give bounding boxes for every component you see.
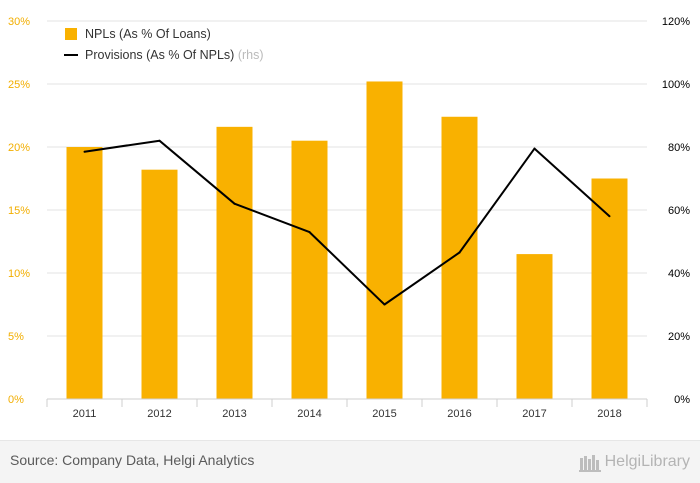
- y-right-tick-label: 120%: [662, 16, 690, 28]
- x-tick-label: 2016: [447, 408, 471, 420]
- y-right-tick-label: 0%: [674, 394, 690, 406]
- y-right-tick-label: 80%: [668, 142, 690, 154]
- bar-series: [66, 81, 628, 399]
- bar: [591, 178, 628, 399]
- legend-label-line: Provisions (As % Of NPLs) (rhs): [85, 48, 264, 62]
- footer: Source: Company Data, Helgi Analytics He…: [0, 440, 700, 483]
- line-point: [533, 147, 536, 150]
- y-right-tick-label: 100%: [662, 79, 690, 91]
- x-tick-label: 2014: [297, 408, 321, 420]
- y-left-tick-label: 0%: [8, 394, 24, 406]
- bar: [516, 254, 553, 399]
- gridlines: [47, 20, 647, 337]
- y-left-tick-label: 30%: [8, 16, 30, 28]
- line-point: [308, 231, 311, 234]
- bar: [366, 81, 403, 399]
- brand[interactable]: HelgiLibrary: [578, 450, 690, 474]
- x-tick-label: 2018: [597, 408, 621, 420]
- axes: 0% 5% 10% 15% 20% 25% 30% 0% 20% 40% 60% 80% 100% 120…: [8, 16, 690, 420]
- bar: [141, 169, 178, 399]
- y-left-tick-label: 15%: [8, 205, 30, 217]
- bar: [291, 140, 328, 399]
- line-point: [608, 215, 611, 218]
- legend-swatch-bar: [65, 28, 77, 40]
- bar: [216, 126, 253, 399]
- y-left-tick-label: 5%: [8, 331, 24, 343]
- y-left-tick-label: 10%: [8, 268, 30, 280]
- source-note: Source: Company Data, Helgi Analytics: [10, 452, 255, 468]
- y-right-tick-label: 60%: [668, 205, 690, 217]
- x-tick-label: 2011: [73, 408, 97, 420]
- legend-line-suffix: (rhs): [234, 48, 263, 62]
- legend-line-name: Provisions (As % Of NPLs): [85, 48, 234, 62]
- y-left-tick-label: 20%: [8, 142, 30, 154]
- bar: [66, 147, 103, 399]
- legend: NPLs (As % Of Loans) Provisions (As % Of …: [64, 27, 264, 62]
- library-icon: [578, 455, 601, 472]
- x-tick-label: 2012: [147, 408, 171, 420]
- line-point: [383, 303, 386, 306]
- provisions-line: [84, 139, 611, 306]
- line-point: [83, 150, 86, 153]
- line-point: [233, 202, 236, 205]
- brand-name: HelgiLibrary: [604, 453, 690, 470]
- line-point: [458, 251, 461, 254]
- line-series: [83, 139, 611, 306]
- line-point: [158, 139, 161, 142]
- legend-label-bar: NPLs (As % Of Loans): [85, 27, 211, 41]
- x-tick-label: 2015: [372, 408, 396, 420]
- x-tick-label: 2013: [222, 408, 246, 420]
- y-right-tick-label: 40%: [668, 268, 690, 280]
- bar: [441, 116, 478, 399]
- x-tick-label: 2017: [522, 408, 546, 420]
- y-left-tick-label: 25%: [8, 79, 30, 91]
- chart: 0% 5% 10% 15% 20% 25% 30% 0% 20% 40% 60% 80% 100% 120…: [8, 16, 690, 420]
- y-right-tick-label: 20%: [668, 331, 690, 343]
